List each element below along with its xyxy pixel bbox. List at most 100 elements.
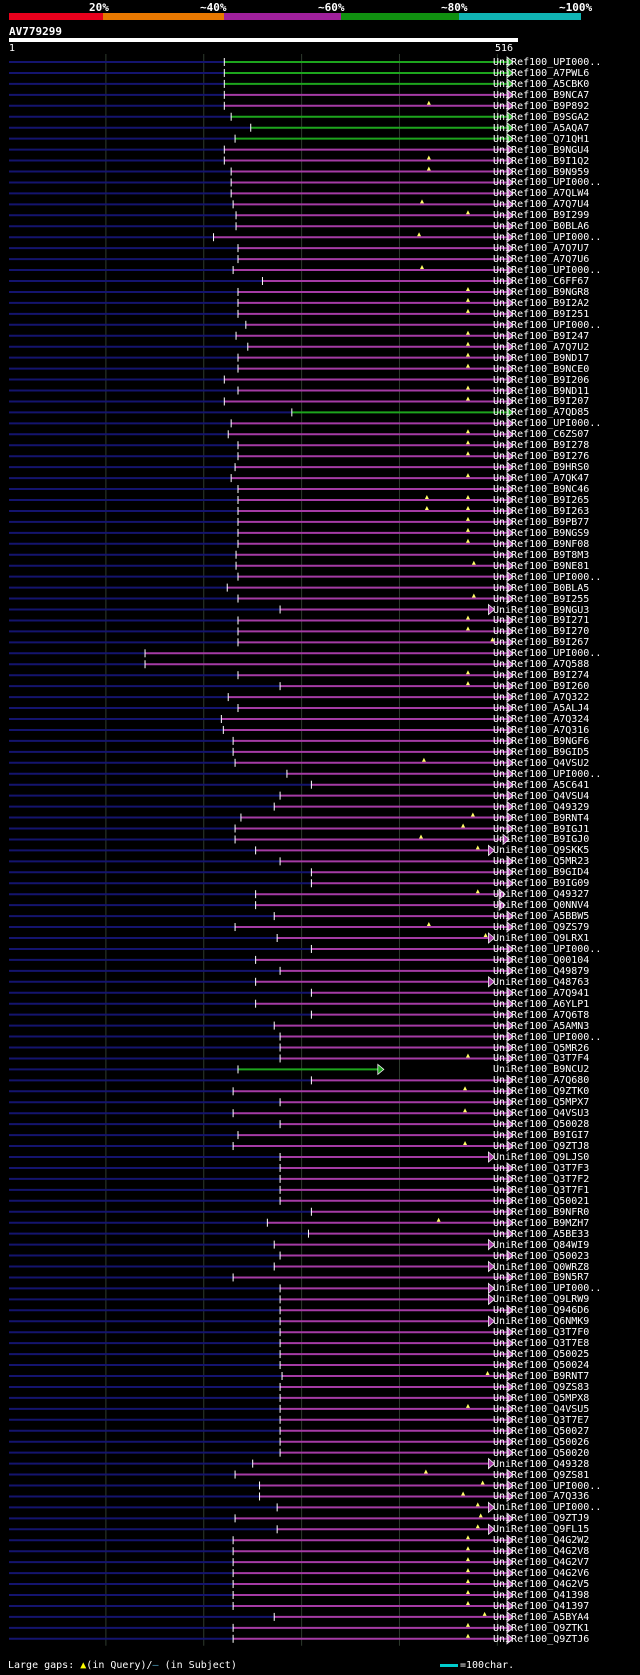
hit-label[interactable]: UniRef100_B9ND11 bbox=[493, 385, 590, 397]
hit-label[interactable]: UniRef100_Q5MR23 bbox=[493, 856, 590, 868]
hit-label[interactable]: UniRef100_A5AMN3 bbox=[493, 1020, 590, 1032]
hit-label[interactable]: UniRef100_UPI000.. bbox=[493, 265, 602, 277]
hit-label[interactable]: UniRef100_B0BLA5 bbox=[493, 582, 590, 594]
hit-label[interactable]: UniRef100_Q4VSU5 bbox=[493, 1403, 590, 1415]
hit-label[interactable]: UniRef100_B9I207 bbox=[493, 396, 590, 408]
hit-label[interactable]: UniRef100_A5BE33 bbox=[493, 1228, 590, 1240]
hit-label[interactable]: UniRef100_B9IGJ0 bbox=[493, 834, 590, 846]
hit-label[interactable]: UniRef100_Q50021 bbox=[493, 1195, 590, 1207]
hit-label[interactable]: UniRef100_B9HRS0 bbox=[493, 462, 590, 474]
hit-label[interactable]: UniRef100_Q4VSU3 bbox=[493, 1108, 590, 1120]
hit-label[interactable]: UniRef100_B9I299 bbox=[493, 210, 590, 222]
hit-label[interactable]: UniRef100_A7Q316 bbox=[493, 724, 590, 736]
hit-label[interactable]: UniRef100_Q41398 bbox=[493, 1590, 590, 1601]
hit-label[interactable]: UniRef100_A7Q322 bbox=[493, 692, 590, 704]
hit-label[interactable]: UniRef100_B9NF08 bbox=[493, 538, 590, 550]
hit-label[interactable]: UniRef100_B9NE81 bbox=[493, 560, 590, 572]
hit-label[interactable]: UniRef100_B9GID4 bbox=[493, 867, 590, 879]
hit-label[interactable]: UniRef100_A7Q336 bbox=[493, 1491, 590, 1503]
hit-label[interactable]: UniRef100_A7PWL6 bbox=[493, 67, 590, 79]
hit-label[interactable]: UniRef100_Q4VSU4 bbox=[493, 790, 590, 802]
hit-label[interactable]: UniRef100_Q9SKK5 bbox=[493, 845, 590, 857]
hit-label[interactable]: UniRef100_Q946D6 bbox=[493, 1305, 590, 1317]
hit-label[interactable]: UniRef100_UPI000.. bbox=[493, 1480, 602, 1492]
hit-label[interactable]: UniRef100_B9NGU3 bbox=[493, 604, 590, 616]
hit-label[interactable]: UniRef100_A5AQA7 bbox=[493, 122, 590, 134]
hit-label[interactable]: UniRef100_B9ND17 bbox=[493, 352, 590, 364]
hit-label[interactable]: UniRef100_B9SGA2 bbox=[493, 111, 590, 123]
hit-label[interactable]: UniRef100_Q9LRX1 bbox=[493, 933, 590, 944]
hit-label[interactable]: UniRef100_Q5MPX8 bbox=[493, 1392, 590, 1404]
hit-label[interactable]: UniRef100_A5ALJ4 bbox=[493, 703, 590, 715]
hit-label[interactable]: UniRef100_Q4G2V5 bbox=[493, 1579, 590, 1591]
hit-label[interactable]: UniRef100_UPI000.. bbox=[493, 571, 602, 583]
hit-label[interactable]: UniRef100_A5BBW5 bbox=[493, 911, 590, 923]
hit-label[interactable]: UniRef100_B9IG09 bbox=[493, 878, 590, 890]
hit-label[interactable]: UniRef100_Q00104 bbox=[493, 954, 590, 966]
hit-label[interactable]: UniRef100_Q6NMK9 bbox=[493, 1316, 590, 1328]
hit-label[interactable]: UniRef100_B9I260 bbox=[493, 681, 590, 693]
hit-label[interactable]: UniRef100_A7Q324 bbox=[493, 714, 590, 725]
hit-label[interactable]: UniRef100_Q4G2W2 bbox=[493, 1535, 590, 1547]
hit-label[interactable]: UniRef100_Q9ZTK1 bbox=[493, 1622, 590, 1634]
hit-label[interactable]: UniRef100_Q50025 bbox=[493, 1349, 590, 1361]
hit-label[interactable]: UniRef100_B9N959 bbox=[493, 166, 590, 178]
hit-label[interactable]: UniRef100_Q4G2V7 bbox=[493, 1557, 590, 1569]
hit-label[interactable]: UniRef100_C6ZS07 bbox=[493, 429, 590, 441]
hit-label[interactable]: UniRef100_A7Q941 bbox=[493, 987, 590, 999]
hit-label[interactable]: UniRef100_B9NCA7 bbox=[493, 89, 590, 101]
hit-label[interactable]: UniRef100_B9I206 bbox=[493, 374, 590, 386]
hit-label[interactable]: UniRef100_A7Q588 bbox=[493, 659, 590, 671]
hit-label[interactable]: UniRef100_Q3T7F1 bbox=[493, 1184, 590, 1196]
hit-label[interactable]: UniRef100_A7Q7U7 bbox=[493, 243, 590, 255]
hit-label[interactable]: UniRef100_B9I267 bbox=[493, 637, 590, 649]
hit-label[interactable]: UniRef100_Q49879 bbox=[493, 965, 590, 977]
hit-label[interactable]: UniRef100_Q71QH1 bbox=[493, 133, 590, 145]
hit-label[interactable]: UniRef100_Q9ZTJ9 bbox=[493, 1513, 590, 1525]
hit-label[interactable]: UniRef100_UPI000.. bbox=[493, 768, 602, 780]
hit-label[interactable]: UniRef100_B9IGI7 bbox=[493, 1130, 590, 1142]
hit-label[interactable]: UniRef100_B9N5R7 bbox=[493, 1272, 590, 1284]
hit-label[interactable]: UniRef100_Q49329 bbox=[493, 801, 590, 813]
hit-label[interactable]: UniRef100_B9I263 bbox=[493, 505, 590, 517]
hit-label[interactable]: UniRef100_A7QLW4 bbox=[493, 188, 590, 200]
hit-label[interactable]: UniRef100_A7Q680 bbox=[493, 1075, 590, 1087]
hit-label[interactable]: UniRef100_B9NGF6 bbox=[493, 735, 590, 747]
hit-label[interactable]: UniRef100_UPI000.. bbox=[493, 57, 602, 68]
hit-label[interactable]: UniRef100_Q3T7F4 bbox=[493, 1053, 590, 1065]
hit-label[interactable]: UniRef100_B9NGR8 bbox=[493, 286, 590, 298]
hit-label[interactable]: UniRef100_Q9ZTK0 bbox=[493, 1086, 590, 1098]
hit-label[interactable]: UniRef100_B9I251 bbox=[493, 308, 590, 320]
hit-label[interactable]: UniRef100_B9I276 bbox=[493, 451, 590, 463]
hit-label[interactable]: UniRef100_Q9FL15 bbox=[493, 1524, 590, 1536]
hit-label[interactable]: UniRef100_Q4G2V8 bbox=[493, 1546, 590, 1558]
hit-label[interactable]: UniRef100_UPI000.. bbox=[493, 232, 602, 244]
hit-label[interactable]: UniRef100_Q4G2V6 bbox=[493, 1568, 590, 1580]
hit-label[interactable]: UniRef100_A7Q6T8 bbox=[493, 1009, 590, 1021]
hit-label[interactable]: UniRef100_Q0WRZ8 bbox=[493, 1261, 590, 1273]
hit-label[interactable]: UniRef100_B9NFR0 bbox=[493, 1206, 590, 1218]
hit-label[interactable]: UniRef100_B9IGJ1 bbox=[493, 823, 590, 835]
hit-label[interactable]: UniRef100_UPI000.. bbox=[493, 943, 602, 955]
hit-label[interactable]: UniRef100_B9I2A2 bbox=[493, 297, 590, 309]
hit-label[interactable]: UniRef100_UPI000.. bbox=[493, 1031, 602, 1043]
hit-label[interactable]: UniRef100_C6FF67 bbox=[493, 276, 590, 287]
hit-label[interactable]: UniRef100_Q41397 bbox=[493, 1600, 590, 1612]
hit-label[interactable]: UniRef100_Q50024 bbox=[493, 1360, 590, 1372]
hit-label[interactable]: UniRef100_UPI000.. bbox=[493, 1283, 602, 1295]
hit-label[interactable]: UniRef100_Q50028 bbox=[493, 1119, 590, 1131]
hit-label[interactable]: UniRef100_B9GID5 bbox=[493, 746, 590, 758]
hit-label[interactable]: UniRef100_B9P892 bbox=[493, 100, 590, 112]
hit-label[interactable]: UniRef100_Q50026 bbox=[493, 1436, 590, 1448]
hit-label[interactable]: UniRef100_B9NCE0 bbox=[493, 363, 590, 375]
hit-label[interactable]: UniRef100_Q5MR26 bbox=[493, 1042, 590, 1054]
hit-label[interactable]: UniRef100_A6YLP1 bbox=[493, 998, 590, 1010]
hit-label[interactable]: UniRef100_A7Q7U4 bbox=[493, 199, 590, 211]
hit-label[interactable]: UniRef100_Q3T7F0 bbox=[493, 1327, 590, 1339]
hit-label[interactable]: UniRef100_B9I271 bbox=[493, 615, 590, 627]
hit-label[interactable]: UniRef100_B9I1Q2 bbox=[493, 155, 590, 167]
hit-label[interactable]: UniRef100_Q3T7E7 bbox=[493, 1414, 590, 1426]
hit-label[interactable]: UniRef100_A5BYA4 bbox=[493, 1611, 590, 1623]
hit-label[interactable]: UniRef100_UPI000.. bbox=[493, 418, 602, 430]
hit-label[interactable]: UniRef100_B9NC46 bbox=[493, 484, 590, 496]
